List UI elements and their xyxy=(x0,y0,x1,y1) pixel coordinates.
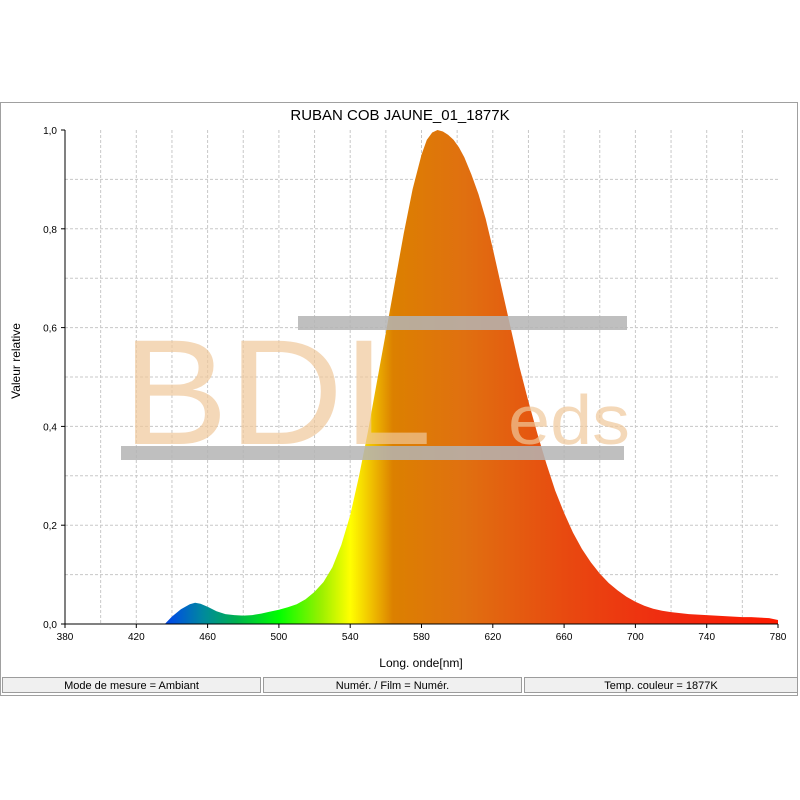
status-color-temperature: Temp. couleur = 1877K xyxy=(524,677,798,693)
chart-title: RUBAN COB JAUNE_01_1877K xyxy=(290,107,509,124)
watermark-sub-text: eds xyxy=(508,381,630,459)
y-tick-label: 0,4 xyxy=(43,422,57,433)
bdleds-watermark: BDL eds xyxy=(121,308,630,476)
x-tick-label: 500 xyxy=(271,632,288,643)
watermark-main-text: BDL xyxy=(122,308,432,476)
watermark-bar-bottom xyxy=(121,446,624,460)
y-tick-label: 0,8 xyxy=(43,225,57,236)
status-measure-mode: Mode de mesure = Ambiant xyxy=(2,677,261,693)
status-film: Numér. / Film = Numér. xyxy=(263,677,522,693)
x-axis-label: Long. onde[nm] xyxy=(379,656,462,670)
x-tick-label: 780 xyxy=(770,632,787,643)
y-axis-label: Valeur relative xyxy=(9,323,23,399)
status-bar: Mode de mesure = Ambiant Numér. / Film =… xyxy=(0,677,800,695)
x-tick-label: 420 xyxy=(128,632,145,643)
y-tick-label: 1,0 xyxy=(43,126,57,137)
x-tick-label: 540 xyxy=(342,632,359,643)
x-tick-label: 740 xyxy=(698,632,715,643)
x-tick-label: 460 xyxy=(199,632,216,643)
y-tick-label: 0,2 xyxy=(43,521,57,532)
x-tick-label: 620 xyxy=(484,632,501,643)
x-tick-label: 380 xyxy=(57,632,74,643)
y-tick-label: 0,6 xyxy=(43,324,57,335)
y-tick-label: 0,0 xyxy=(43,620,57,631)
x-tick-label: 660 xyxy=(556,632,573,643)
watermark-bar-top xyxy=(298,316,627,330)
y-tick-labels: 0,0 0,2 0,4 0,6 0,8 1,0 xyxy=(43,126,65,631)
x-tick-label: 700 xyxy=(627,632,644,643)
x-tick-label: 580 xyxy=(413,632,430,643)
x-tick-labels: 380 420 460 500 540 580 620 660 700 740 780 xyxy=(57,624,787,643)
spectrum-area xyxy=(164,130,779,624)
